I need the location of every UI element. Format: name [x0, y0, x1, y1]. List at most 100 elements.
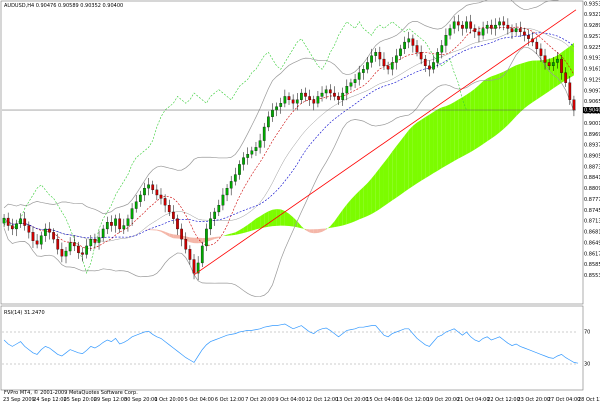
time-tick-label: 24 Sep 12:00 — [33, 397, 66, 403]
candle-body — [155, 189, 159, 196]
candle-body — [564, 72, 568, 83]
time-tick-label: 16 Oct 12:00 — [396, 397, 429, 403]
candle-body — [415, 45, 419, 53]
candle-body — [238, 164, 241, 175]
time-tick-label: 12 Oct 12:00 — [306, 397, 339, 403]
cloud-segment — [425, 114, 430, 179]
candle-body — [52, 232, 55, 240]
cloud-segment — [330, 221, 335, 228]
cloud-segment — [466, 91, 471, 155]
time-tick-label: 28 Oct 12:00 — [578, 397, 600, 403]
cloud-segment — [392, 146, 397, 201]
candle-body — [147, 184, 150, 189]
price-tick-label: 0.90650 — [584, 99, 600, 105]
candle-body — [452, 21, 456, 29]
candle-body — [370, 55, 373, 63]
candle-body — [283, 96, 287, 104]
rsi-pane — [0, 305, 584, 391]
candle-body — [295, 99, 299, 104]
cloud-segment — [305, 228, 310, 233]
candle-body — [547, 62, 551, 67]
time-tick-label: 6 Oct 12:00 — [215, 397, 244, 403]
candle-body — [333, 92, 336, 97]
candle-body — [320, 92, 324, 97]
candle-body — [337, 96, 340, 100]
candle-body — [48, 228, 51, 233]
candle-body — [498, 21, 501, 26]
cloud-segment — [350, 195, 356, 223]
cloud-segment — [520, 62, 525, 113]
candle-body — [271, 109, 274, 117]
cloud-segment — [243, 224, 248, 234]
candle-body — [328, 89, 332, 94]
candle-body — [539, 48, 543, 56]
cloud-segment — [441, 106, 446, 169]
candle-body — [188, 249, 192, 260]
candle-body — [221, 194, 225, 206]
price-pane — [0, 0, 584, 305]
time-tick-label: 27 Oct 04:00 — [548, 397, 581, 403]
candle-body — [436, 52, 440, 63]
trendline — [2, 9, 577, 276]
price-tick-label: 0.91290 — [584, 77, 600, 83]
rsi-level-label: 70 — [584, 330, 590, 336]
price-tick-label: 0.88410 — [584, 175, 600, 181]
candle-body — [27, 225, 31, 233]
cloud-segment — [338, 209, 343, 227]
cloud-segment — [408, 125, 413, 189]
candle-body — [407, 38, 411, 43]
cloud-segment — [396, 140, 401, 198]
cloud-segment — [326, 226, 331, 230]
price-tick-label: 0.92250 — [584, 45, 600, 51]
cloud-segment — [458, 97, 463, 159]
cloud-segment — [507, 67, 512, 125]
price-tick-label: 0.92890 — [584, 23, 600, 29]
cloud-segment — [371, 173, 376, 214]
cloud-segment — [400, 135, 405, 195]
cloud-segment — [511, 65, 517, 121]
time-tick-label: 13 Oct 20:00 — [336, 397, 369, 403]
candle-body — [345, 86, 349, 94]
candle-body — [353, 79, 357, 83]
candle-body — [93, 238, 97, 243]
candle-body — [118, 218, 122, 230]
candle-body — [85, 245, 89, 255]
candle-body — [535, 41, 539, 50]
candle-body — [428, 65, 431, 70]
candle-body — [176, 218, 179, 230]
cloud-segment — [499, 71, 504, 133]
candle-body — [122, 225, 126, 230]
copyright: FVPro MT4, © 2001-2009 MetaQuotes Softwa… — [4, 389, 138, 396]
candle-body — [506, 24, 510, 29]
candle-body — [518, 28, 522, 33]
price-tick-label: 0.85850 — [584, 262, 600, 268]
candle-body — [316, 96, 320, 104]
cloud-segment — [454, 99, 459, 161]
candle-body — [514, 28, 518, 33]
price-tick-label: 0.91930 — [584, 56, 600, 62]
ichimoku-cloud — [111, 42, 574, 244]
cloud-segment — [260, 213, 265, 229]
cloud-segment — [255, 216, 261, 230]
cloud-segment — [359, 187, 364, 220]
cloud-segment — [284, 211, 289, 227]
candle-body — [31, 232, 35, 241]
price-tick-label: 0.93530 — [584, 1, 600, 7]
cloud-segment — [342, 204, 347, 226]
cloud-segment — [214, 236, 219, 240]
time-tick-label: 19 Oct 20:00 — [427, 397, 460, 403]
price-tick-label: 0.88090 — [584, 186, 600, 192]
candle-body — [97, 237, 101, 243]
candle-body — [485, 24, 489, 29]
candle-body — [279, 103, 283, 107]
candle-body — [254, 147, 258, 151]
candle-body — [465, 21, 468, 29]
candle-body — [494, 24, 497, 29]
candle-body — [267, 116, 270, 128]
time-tick-label: 1 Oct 20:00 — [154, 397, 183, 403]
candle-body — [527, 35, 530, 39]
candle-body — [275, 106, 278, 111]
cloud-segment — [388, 151, 393, 204]
price-tick-label: 0.91610 — [584, 67, 600, 73]
candle-body — [473, 28, 477, 33]
